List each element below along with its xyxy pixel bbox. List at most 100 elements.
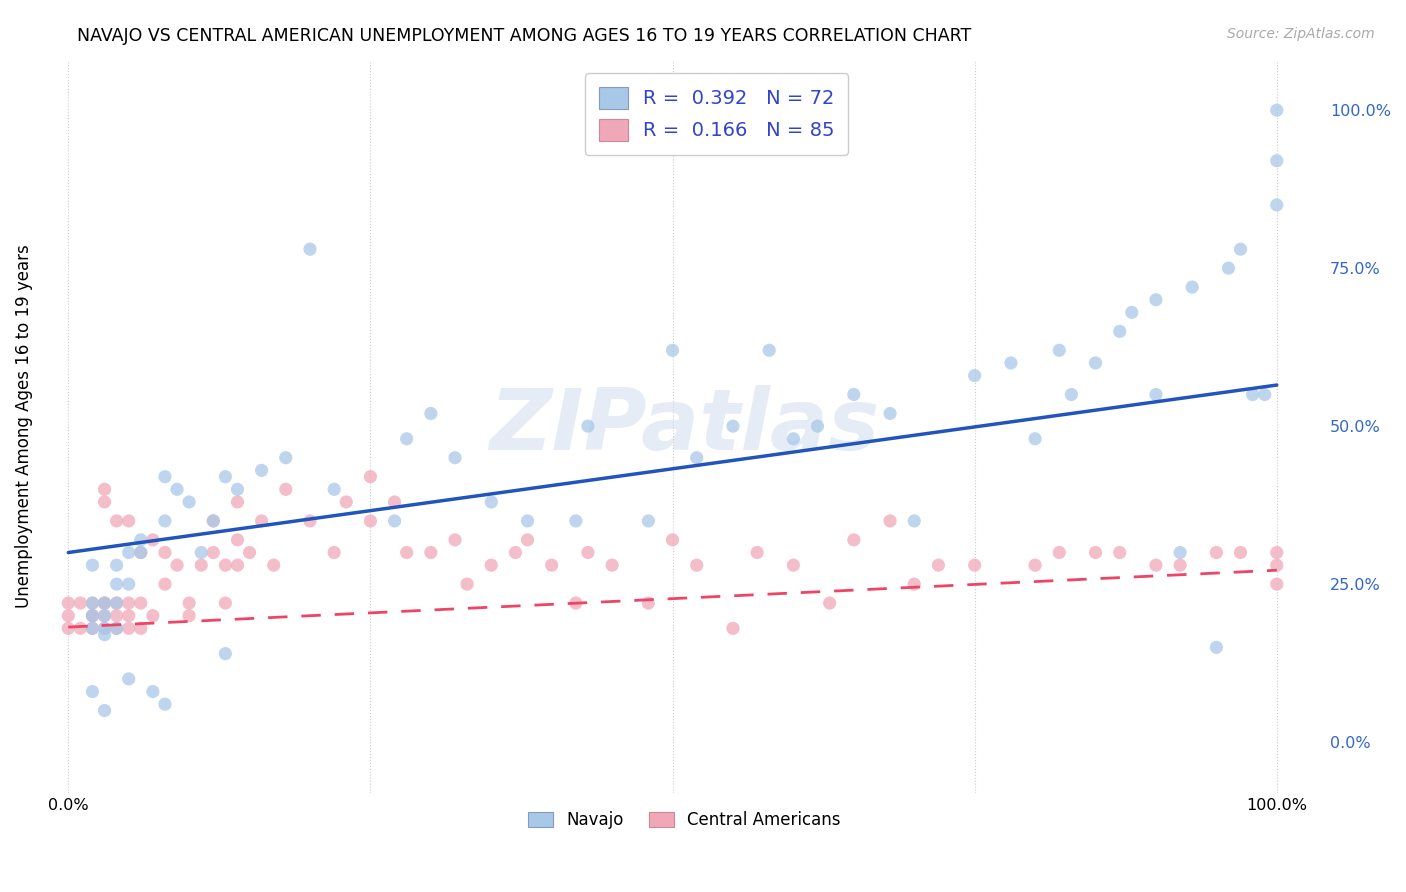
Point (58, 608, 80, 623)
Point (516, 514, 538, 528)
Point (637, 514, 659, 528)
Point (927, 558, 949, 573)
Point (721, 419, 744, 434)
Point (384, 514, 406, 528)
Point (93, 596, 115, 610)
Point (1265, 103, 1288, 117)
Point (565, 514, 588, 528)
Legend: Navajo, Central Americans: Navajo, Central Americans (522, 805, 848, 836)
Point (118, 514, 141, 528)
Point (226, 495, 249, 509)
Point (1060, 387, 1083, 401)
Point (1144, 293, 1167, 307)
Point (359, 514, 381, 528)
Point (686, 558, 709, 573)
Point (1047, 343, 1070, 358)
Point (1144, 558, 1167, 573)
Point (335, 495, 357, 509)
Point (214, 647, 236, 661)
Point (58, 621, 80, 635)
Point (879, 407, 901, 421)
Point (298, 514, 321, 528)
Point (118, 545, 141, 559)
Point (105, 621, 128, 635)
Point (93, 621, 115, 635)
Point (637, 596, 659, 610)
Point (118, 596, 141, 610)
Y-axis label: Unemployment Among Ages 16 to 19 years: Unemployment Among Ages 16 to 19 years (15, 244, 32, 608)
Point (118, 621, 141, 635)
Point (1108, 545, 1130, 559)
Point (395, 545, 418, 559)
Point (93, 608, 115, 623)
Point (142, 608, 165, 623)
Point (661, 533, 683, 547)
Point (818, 596, 841, 610)
Point (142, 533, 165, 547)
Point (576, 419, 599, 434)
Point (1144, 387, 1167, 401)
Point (963, 558, 986, 573)
Point (963, 368, 986, 383)
Point (105, 596, 128, 610)
Point (166, 483, 188, 497)
Point (82, 684, 104, 698)
Point (747, 545, 769, 559)
Point (1168, 545, 1191, 559)
Point (105, 558, 128, 573)
Point (153, 577, 176, 591)
Point (82, 608, 104, 623)
Point (82, 558, 104, 573)
Point (93, 704, 115, 718)
Point (1265, 545, 1288, 559)
Point (576, 545, 599, 559)
Point (1218, 261, 1240, 276)
Point (82, 608, 104, 623)
Point (93, 596, 115, 610)
Point (1168, 558, 1191, 573)
Point (456, 577, 478, 591)
Point (202, 545, 225, 559)
Point (600, 558, 623, 573)
Point (93, 608, 115, 623)
Point (1265, 198, 1288, 212)
Point (782, 432, 804, 446)
Point (758, 343, 780, 358)
Point (105, 596, 128, 610)
Point (238, 545, 260, 559)
Point (129, 545, 152, 559)
Point (82, 608, 104, 623)
Point (82, 621, 104, 635)
Point (166, 558, 188, 573)
Point (93, 495, 115, 509)
Point (93, 621, 115, 635)
Point (214, 469, 236, 483)
Point (226, 558, 249, 573)
Point (142, 684, 165, 698)
Point (479, 558, 502, 573)
Point (686, 450, 709, 465)
Point (1229, 545, 1251, 559)
Point (903, 514, 925, 528)
Point (298, 242, 321, 256)
Point (1265, 558, 1288, 573)
Point (419, 545, 441, 559)
Point (153, 514, 176, 528)
Point (179, 608, 201, 623)
Point (105, 621, 128, 635)
Point (274, 483, 297, 497)
Point (274, 450, 297, 465)
Point (58, 596, 80, 610)
Point (250, 463, 273, 477)
Point (806, 419, 828, 434)
Point (202, 514, 225, 528)
Point (384, 495, 406, 509)
Point (129, 533, 152, 547)
Point (842, 387, 865, 401)
Point (565, 596, 588, 610)
Point (1108, 324, 1130, 338)
Point (721, 621, 744, 635)
Point (1084, 356, 1107, 370)
Point (105, 608, 128, 623)
Point (93, 596, 115, 610)
